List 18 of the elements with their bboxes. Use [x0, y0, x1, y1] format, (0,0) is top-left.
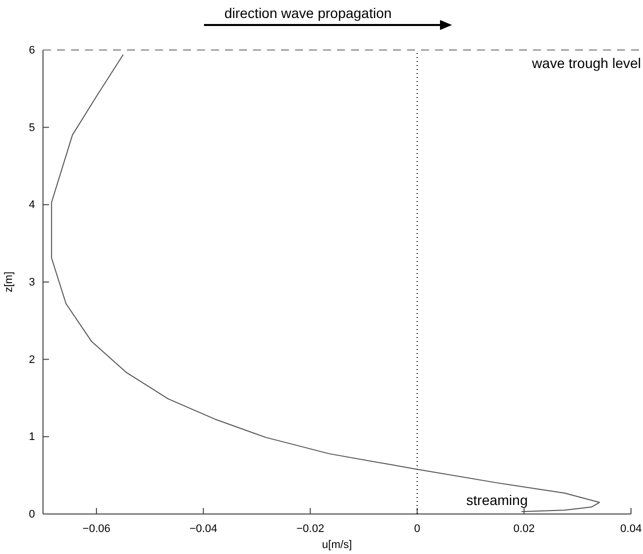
y-tick-label: 5: [28, 122, 35, 134]
x-tick-label: −0.02: [296, 522, 324, 535]
y-tick-label: 6: [28, 44, 35, 57]
annotation: streaming: [466, 492, 528, 508]
y-tick-label: 4: [28, 199, 35, 212]
x-axis-title: u[m/s]: [322, 539, 352, 551]
x-tick-label: −0.04: [189, 522, 218, 535]
y-tick-label: 3: [28, 276, 35, 289]
ref-line-label: wave trough level: [531, 55, 641, 71]
y-axis-title: z[m]: [3, 272, 15, 292]
y-tick-label: 2: [28, 354, 35, 366]
x-tick-label: −0.06: [82, 522, 110, 535]
y-tick-label: 1: [28, 431, 35, 444]
x-tick-label: 0.02: [513, 522, 535, 535]
chart-title: direction wave propagation: [224, 5, 392, 21]
y-tick-label: 0: [28, 508, 35, 521]
x-tick-label: 0.04: [620, 522, 642, 535]
x-tick-label: 0: [414, 522, 420, 535]
